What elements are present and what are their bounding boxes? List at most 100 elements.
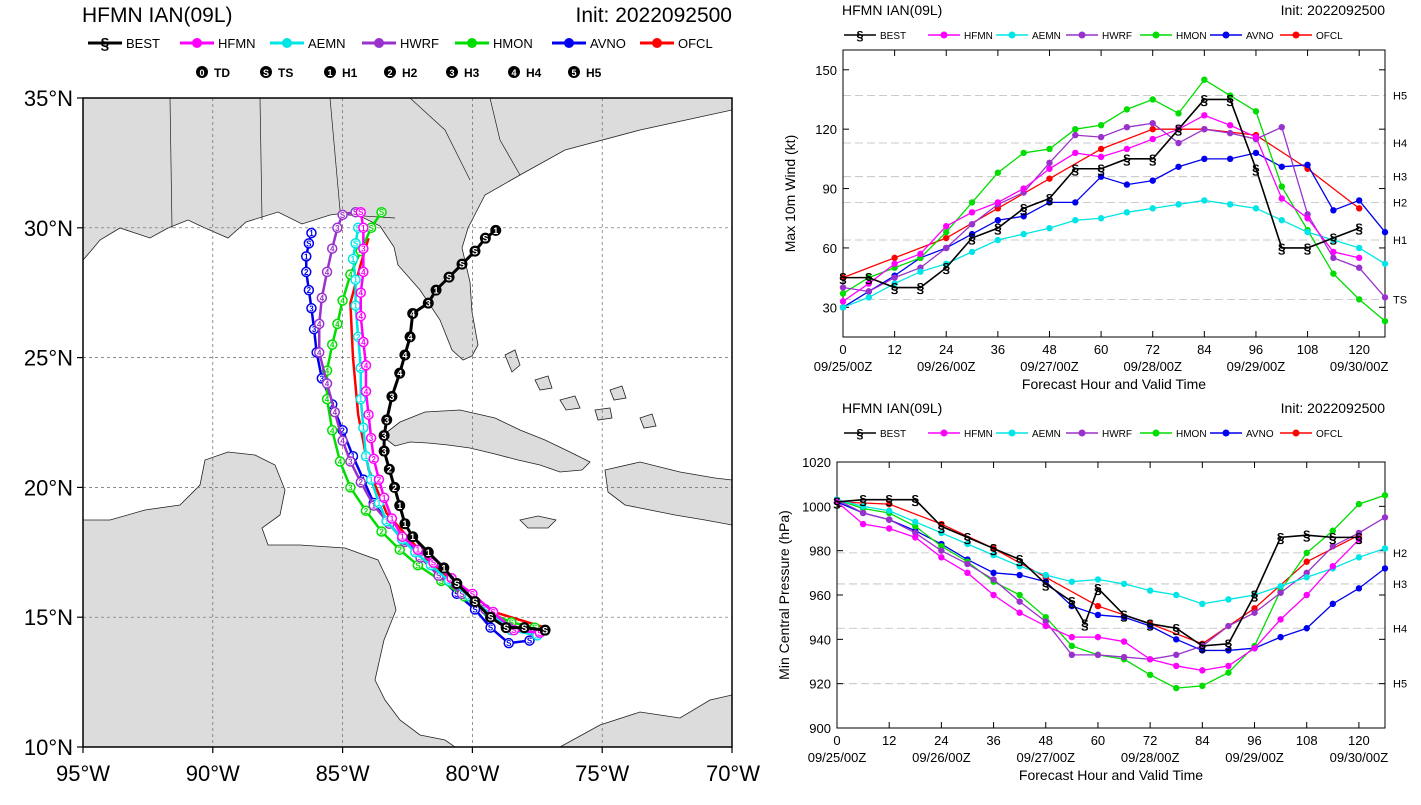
track-map: HFMN IAN(09L) Init: 2022092500 § BEST HFMN… <box>24 4 760 786</box>
chart-legend-item-hmon: HMON <box>1140 31 1207 42</box>
intensity-label: H3 <box>464 66 480 80</box>
data-point <box>1149 135 1156 143</box>
track-point-label: S <box>431 559 437 568</box>
legend-marker <box>1008 429 1016 437</box>
track-point-label: S <box>472 605 478 614</box>
data-point <box>891 274 898 281</box>
data-point <box>1303 591 1310 599</box>
data-point <box>1381 294 1389 301</box>
track-point <box>500 622 512 634</box>
track-point <box>360 360 372 371</box>
data-point <box>1094 611 1102 619</box>
data-point <box>1016 571 1023 579</box>
track-point-label: 4 <box>320 294 325 303</box>
pressure-chart-panel: HFMN IAN(09L) Init: 2022092500 § BEST HFMN AE… <box>770 398 1421 800</box>
series-line <box>836 494 1386 689</box>
date-tick-label: 09/25/00Z <box>808 750 867 765</box>
intensity-legend-item-h1: 1 H1 <box>324 66 358 80</box>
data-point <box>1252 149 1260 157</box>
track-point <box>389 481 401 493</box>
data-point <box>943 244 950 252</box>
data-point <box>1175 139 1182 147</box>
track-point-label: 1 <box>359 395 364 404</box>
data-point <box>1330 248 1337 256</box>
legend-label: AVNO <box>1246 31 1274 42</box>
x-tick-label: 72 <box>1145 342 1159 357</box>
track-point <box>438 562 450 574</box>
track-point <box>358 336 369 348</box>
track-point-label: S <box>509 618 515 627</box>
track-point <box>313 347 325 358</box>
land-jamaica <box>519 515 557 529</box>
track-point-label: S <box>353 239 359 248</box>
track-point-label: 4 <box>359 312 364 321</box>
data-point <box>1304 215 1311 222</box>
track-point <box>326 243 338 254</box>
track-point-label: S <box>488 613 494 623</box>
intensity-symbol-icon <box>568 66 580 78</box>
hurricane-symbol-icon: § <box>101 36 110 53</box>
track-point-label: 3 <box>389 392 394 402</box>
x-tick-label: 12 <box>887 342 901 357</box>
track-point-label: 4 <box>361 268 366 277</box>
data-point <box>990 569 997 577</box>
data-point <box>1355 205 1363 212</box>
track-point <box>358 243 369 254</box>
track-point-label: 3 <box>361 245 366 254</box>
track-point-label: S <box>358 208 364 217</box>
track-point-label: S <box>527 637 533 646</box>
data-point <box>1355 296 1363 303</box>
x-tick-label: 12 <box>882 733 896 748</box>
series-line <box>836 499 1386 605</box>
date-tick-label: 09/27/00Z <box>1020 359 1079 374</box>
data-point <box>891 254 898 262</box>
hurricane-symbol-icon: § <box>865 270 873 286</box>
hurricane-symbol-icon: § <box>1277 529 1285 545</box>
track-point-label: 1 <box>390 515 395 524</box>
data-point <box>1042 613 1049 621</box>
category-label: H3 <box>1393 579 1407 591</box>
lon-tick-label: 80°W <box>445 761 499 786</box>
data-point <box>1046 159 1053 167</box>
lat-tick-label: 30°N <box>24 216 73 241</box>
track-point <box>383 463 395 475</box>
data-point <box>1277 582 1284 590</box>
intensity-symbol-icon <box>260 66 272 78</box>
data-point <box>1094 633 1102 641</box>
hurricane-symbol-icon: § <box>1252 161 1260 177</box>
legend-marker <box>1222 429 1230 437</box>
land-hispaniola <box>604 461 732 526</box>
track-point <box>490 224 502 236</box>
data-point <box>1225 669 1232 676</box>
chart-legend-item-ofcl: OFCL <box>1280 429 1343 440</box>
chart-legend-item-best: § BEST <box>844 28 906 43</box>
intensity-symbol-icon <box>196 66 208 78</box>
track-point-label: 1 <box>351 452 356 461</box>
track-point-label: 4 <box>325 268 330 277</box>
track-point-label: 2 <box>372 455 377 464</box>
track-point-label: S <box>459 260 465 270</box>
data-point <box>1199 667 1206 674</box>
data-point <box>1046 145 1053 153</box>
lat-tick-label: 20°N <box>24 475 73 500</box>
track-point <box>378 492 390 504</box>
data-point <box>1173 684 1180 692</box>
date-tick-label: 09/28/00Z <box>1121 750 1180 765</box>
category-label: H4 <box>1393 138 1407 150</box>
hurricane-symbol-icon: § <box>1329 529 1337 545</box>
intensity-symbol-text: 5 <box>571 68 576 78</box>
track-point-label: S <box>490 608 496 617</box>
data-point <box>1097 133 1105 141</box>
y-tick-label: 1020 <box>802 455 831 470</box>
intensity-label: TD <box>214 66 230 80</box>
legend-label: OFCL <box>678 36 713 51</box>
land-usa <box>83 98 732 361</box>
data-point <box>1381 228 1389 236</box>
track-point-label: 1 <box>397 501 402 511</box>
intensity-label: H4 <box>526 66 542 80</box>
data-point <box>994 217 1002 224</box>
legend-marker <box>1222 31 1230 39</box>
data-point <box>1381 545 1389 552</box>
series-hwrf <box>833 496 1389 663</box>
track-point-label: S <box>454 579 460 589</box>
